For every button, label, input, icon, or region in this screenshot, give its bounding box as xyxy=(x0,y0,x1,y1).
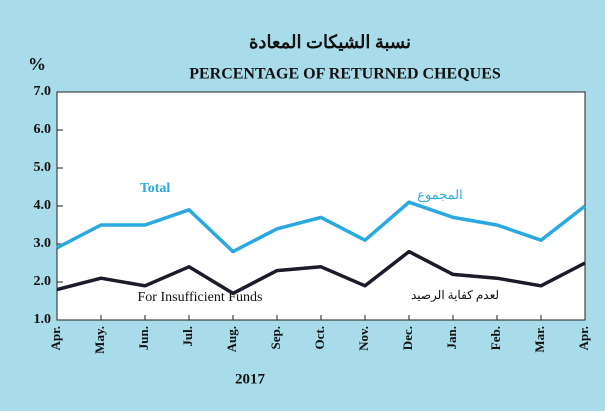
x-tick-label: Sep. xyxy=(268,326,283,349)
series-line xyxy=(56,200,587,254)
x-tick-label: Feb. xyxy=(488,326,503,350)
plot-area xyxy=(56,91,586,321)
chart-title: PERCENTAGE OF RETURNED CHEQUES xyxy=(189,66,501,83)
x-tick-label: Jul. xyxy=(180,326,195,347)
y-tick-label: 4.0 xyxy=(34,198,52,213)
x-tick-label: Nov. xyxy=(356,326,371,351)
x-tick-label: Mar. xyxy=(532,326,547,353)
x-tick-label: Aug. xyxy=(224,326,239,352)
chart-title-ar: نسبة الشيكات المعادة xyxy=(249,32,411,52)
y-tick-label: 1.0 xyxy=(34,312,52,327)
x-tick-label: Apr. xyxy=(576,326,591,350)
y-tick-label: 3.0 xyxy=(34,236,52,251)
y-unit: % xyxy=(28,54,46,74)
series-label-ar: لعدم كفاية الرصيد xyxy=(411,288,499,302)
y-tick-label: 6.0 xyxy=(34,122,52,137)
series-label-ar: المجموع xyxy=(417,187,462,203)
x-tick-label: Dec. xyxy=(400,326,415,350)
x-axis-label: 2017 xyxy=(235,371,266,387)
x-tick-label: May. xyxy=(92,326,107,354)
y-tick-label: 7.0 xyxy=(34,84,52,99)
y-tick-label: 5.0 xyxy=(34,160,52,175)
x-tick-label: Oct. xyxy=(312,326,327,349)
y-tick-label: 2.0 xyxy=(34,274,52,289)
series-label: Total xyxy=(140,181,171,196)
x-tick-label: Jun. xyxy=(136,326,151,350)
x-tick-label: Jan. xyxy=(444,326,459,349)
x-tick-label: Apr. xyxy=(48,326,63,350)
series-label: For Insufficient Funds xyxy=(138,290,263,305)
series-line xyxy=(56,249,586,296)
